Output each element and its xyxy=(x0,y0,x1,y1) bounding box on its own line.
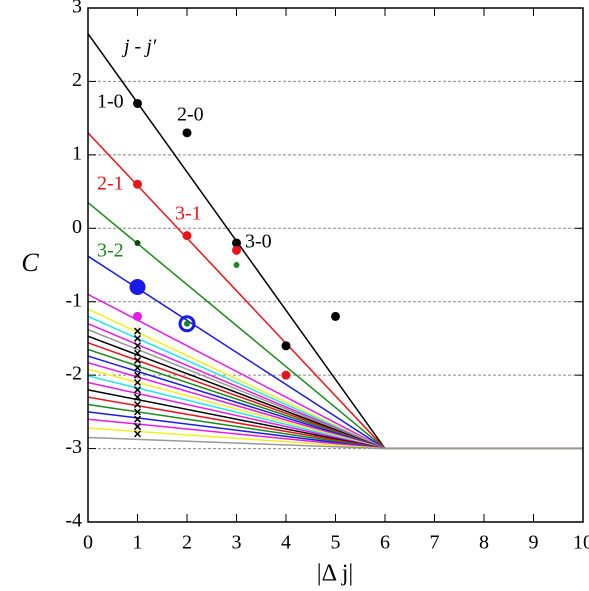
cross-marker xyxy=(133,415,142,423)
dot-marker xyxy=(129,279,146,296)
dot-marker xyxy=(331,311,340,321)
x-axis-label: |Δ j| xyxy=(317,561,353,587)
dot-marker xyxy=(184,320,190,327)
cross-marker xyxy=(133,334,142,342)
y-axis-label: C xyxy=(21,248,39,277)
cross-marker xyxy=(133,393,142,401)
legend-title: j - j′ xyxy=(121,36,157,58)
dot-marker xyxy=(182,128,192,138)
x-tick-label: 7 xyxy=(430,532,440,554)
dot-marker xyxy=(232,238,241,248)
y-tick-label: -3 xyxy=(65,436,82,458)
series-line xyxy=(87,436,583,450)
cross-marker xyxy=(133,356,142,364)
series-line xyxy=(87,132,583,450)
cross-marker xyxy=(133,342,142,350)
dot-marker xyxy=(232,245,241,255)
dot-marker xyxy=(133,179,142,189)
x-tick-label: 1 xyxy=(133,532,143,554)
cross-marker xyxy=(133,423,142,431)
series-line xyxy=(87,255,583,450)
cross-marker xyxy=(133,349,142,357)
x-tick-label: 0 xyxy=(83,532,93,554)
y-tick-label: -1 xyxy=(65,289,82,311)
cross-marker xyxy=(133,364,142,372)
annotation: 3-0 xyxy=(245,231,272,253)
dot-marker xyxy=(182,231,192,241)
y-tick-label: 1 xyxy=(72,142,82,164)
dot-marker xyxy=(233,262,240,268)
cross-marker xyxy=(133,378,142,387)
x-tick-label: 4 xyxy=(281,532,291,554)
x-tick-label: 2 xyxy=(182,532,192,554)
ring-marker xyxy=(178,315,196,333)
x-tick-label: 5 xyxy=(331,532,341,554)
x-tick-label: 6 xyxy=(380,532,390,554)
cross-marker xyxy=(133,386,142,394)
annotation: 2-1 xyxy=(97,173,124,195)
x-tick-label: 8 xyxy=(479,532,489,554)
dot-marker xyxy=(134,239,141,246)
annotation: 1-0 xyxy=(97,91,124,113)
x-tick-label: 9 xyxy=(529,532,539,554)
annotation: 2-0 xyxy=(177,104,204,126)
annotation: 3-2 xyxy=(97,240,124,262)
y-tick-label: 3 xyxy=(72,0,82,18)
y-tick-label: -2 xyxy=(65,363,82,385)
cross-marker xyxy=(133,430,142,438)
cross-marker xyxy=(133,327,142,335)
series-line xyxy=(87,202,583,450)
y-tick-label: -4 xyxy=(65,510,82,532)
x-tick-label: 10 xyxy=(573,532,589,554)
cross-marker xyxy=(133,371,142,379)
plot-frame xyxy=(87,7,584,523)
y-tick-label: 0 xyxy=(72,216,82,238)
annotation: 3-1 xyxy=(175,203,202,225)
cross-marker xyxy=(133,408,142,416)
dot-marker xyxy=(133,98,142,108)
y-tick-label: 2 xyxy=(72,69,82,91)
dot-marker xyxy=(281,341,291,351)
x-tick-label: 3 xyxy=(232,532,242,554)
dot-marker xyxy=(133,311,142,321)
cross-marker xyxy=(133,400,142,409)
series-line xyxy=(87,33,583,450)
dot-marker xyxy=(281,370,291,380)
